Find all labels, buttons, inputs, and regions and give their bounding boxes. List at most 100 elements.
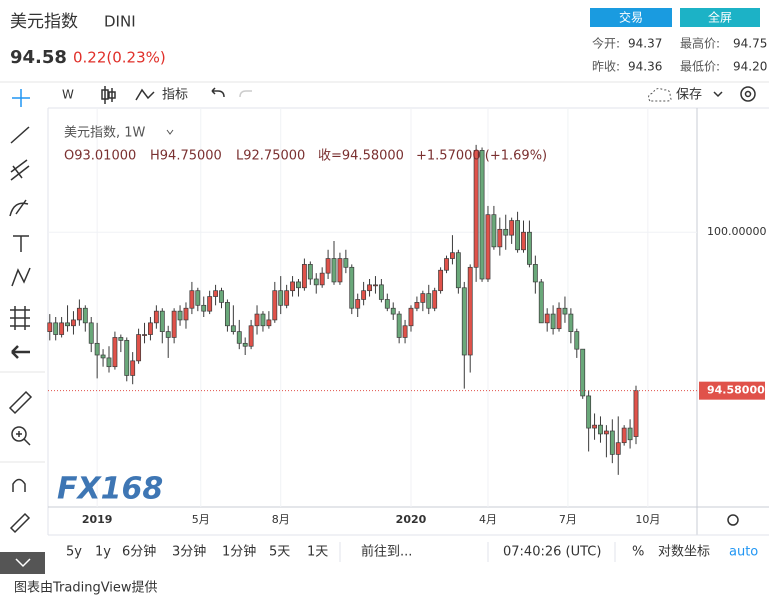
candle-body — [355, 299, 361, 309]
stat-value: 94.37 — [628, 37, 662, 51]
trade-button[interactable] — [590, 8, 672, 27]
candle-body — [272, 290, 278, 321]
save[interactable]: 保存 — [676, 88, 702, 103]
candle-body — [76, 307, 82, 321]
legend-title: 美元指数, 1W — [64, 126, 146, 141]
ohlc-legend: O93.01000 — [64, 149, 136, 164]
symbol: DINI — [104, 13, 136, 31]
range-button[interactable]: 1天 — [307, 545, 328, 560]
candle-body — [94, 342, 100, 356]
candle-body — [88, 322, 94, 344]
dropdown[interactable] — [713, 91, 723, 98]
candle-body — [515, 220, 521, 251]
percent-toggle[interactable]: % — [632, 545, 644, 560]
stat-label: 昨收: — [592, 60, 620, 74]
ohlc-legend: +1.57000 (+1.69%) — [416, 149, 547, 164]
range-button[interactable]: 6分钟 — [122, 544, 156, 560]
fullscreen-button[interactable] — [680, 8, 760, 27]
candle-body — [153, 310, 159, 324]
candle-body — [284, 290, 290, 306]
ruler-tool[interactable] — [8, 390, 33, 415]
candle-body — [325, 258, 331, 274]
undo[interactable] — [211, 87, 225, 98]
indicators[interactable]: 指标 — [162, 88, 188, 103]
candle-body — [521, 231, 526, 251]
left-toolbar — [8, 89, 33, 534]
candle-body — [313, 278, 319, 286]
candle-body — [444, 258, 449, 271]
pattern-tool[interactable] — [11, 267, 31, 287]
crosshair-tool[interactable] — [12, 89, 30, 107]
ohlc-legend: 收=94.58000 — [318, 149, 404, 164]
indicator-icon[interactable] — [135, 88, 155, 101]
stat-value: 94.36 — [628, 60, 662, 74]
axis-settings[interactable] — [727, 514, 739, 526]
candle-body — [592, 424, 597, 429]
candle-body — [467, 266, 473, 356]
lock-draw-tool[interactable] — [9, 512, 31, 534]
interval[interactable]: W — [62, 88, 74, 102]
candle-body — [165, 331, 171, 338]
x-tick-label: 8月 — [272, 513, 290, 526]
log-toggle[interactable]: 对数坐标 — [658, 545, 710, 560]
candle-body — [615, 442, 621, 455]
candle-body — [106, 357, 112, 368]
candle-body — [248, 325, 254, 347]
candle-body — [278, 290, 284, 306]
zoom-tool[interactable] — [11, 426, 27, 442]
candle-body — [361, 290, 367, 300]
candle-body — [396, 313, 402, 338]
auto-toggle[interactable]: auto — [729, 545, 758, 560]
candle-body — [390, 307, 396, 315]
instrument-name: 美元指数 — [10, 12, 78, 32]
range-button[interactable]: 3分钟 — [172, 544, 206, 560]
candle-body — [450, 252, 455, 259]
range-button[interactable]: 5天 — [269, 545, 290, 560]
measure-grid-tool[interactable] — [10, 306, 30, 330]
candle-body — [503, 228, 509, 236]
candle-body — [473, 150, 479, 268]
candle-body — [556, 307, 562, 330]
range-button[interactable]: 5y — [66, 545, 82, 560]
candle-body — [307, 264, 313, 280]
x-tick-label: 10月 — [635, 513, 660, 526]
text-tool[interactable] — [13, 235, 29, 252]
candle-body — [373, 284, 378, 287]
fullscreen-button-label[interactable]: 全屏 — [708, 10, 732, 25]
legend-dropdown[interactable] — [166, 129, 174, 135]
settings[interactable] — [740, 86, 756, 102]
back-tool[interactable] — [11, 345, 30, 359]
candle-body — [455, 252, 461, 289]
candle-body — [219, 290, 224, 303]
candle-body — [136, 334, 142, 362]
candle-body — [367, 284, 372, 292]
goto[interactable]: 前往到... — [361, 544, 412, 560]
magnet-tool[interactable] — [12, 478, 26, 493]
candle-body — [598, 424, 603, 435]
trade-button-label[interactable]: 交易 — [619, 10, 643, 25]
collapse-button[interactable] — [0, 552, 45, 574]
candle-body — [189, 290, 195, 309]
candle-body — [47, 322, 53, 332]
candle-body — [296, 281, 301, 289]
candle-body — [420, 293, 426, 303]
candle-body — [532, 264, 538, 283]
candle-body — [112, 337, 118, 368]
range-button[interactable]: 1分钟 — [222, 544, 256, 560]
candle-body — [438, 269, 444, 292]
candle-body — [230, 325, 236, 332]
candle-body — [609, 430, 615, 455]
brush-tool[interactable] — [9, 199, 29, 217]
candle-body — [414, 302, 420, 309]
candle-body — [349, 266, 355, 309]
x-tick-label: 7月 — [559, 513, 577, 526]
candle-body — [461, 287, 467, 356]
candle-body — [432, 290, 438, 309]
range-button[interactable]: 1y — [95, 545, 111, 560]
candle-icon[interactable] — [101, 86, 116, 104]
line-tool[interactable] — [10, 126, 30, 144]
candle-body — [633, 390, 639, 437]
fib-tool[interactable] — [10, 159, 30, 181]
cloud-icon[interactable] — [648, 88, 672, 102]
